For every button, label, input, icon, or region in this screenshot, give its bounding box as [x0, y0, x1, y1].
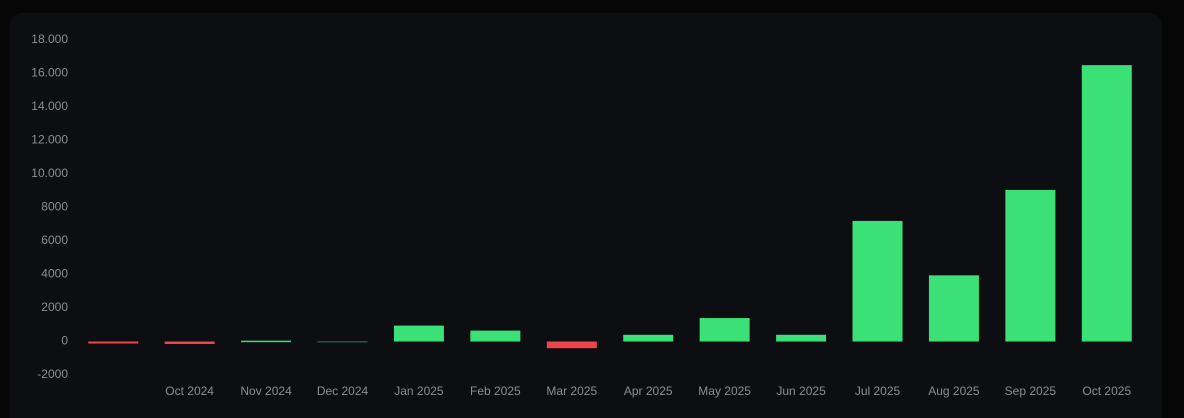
y-tick-label: 2000	[41, 300, 68, 314]
x-tick-label: Oct 2024	[165, 384, 214, 398]
bar	[88, 341, 139, 344]
x-tick-label: Mar 2025	[546, 384, 597, 398]
x-tick-label: Jan 2025	[394, 384, 444, 398]
bar	[1005, 189, 1056, 342]
y-tick-label: 18.000	[31, 32, 68, 46]
y-tick-label: 16.000	[31, 66, 68, 80]
x-tick-label: Aug 2025	[928, 384, 980, 398]
y-tick-label: 14.000	[31, 99, 68, 113]
y-tick-label: 10.000	[31, 166, 68, 180]
bar	[852, 220, 903, 342]
x-tick-label: Oct 2025	[1082, 384, 1131, 398]
y-tick-label: 0	[61, 334, 68, 348]
x-tick-label: Jun 2025	[776, 384, 826, 398]
y-tick-label: 4000	[41, 267, 68, 281]
x-tick-label: Jul 2025	[855, 384, 901, 398]
bar	[470, 330, 521, 342]
y-tick-label: 8000	[41, 200, 68, 214]
x-tick-label: May 2025	[698, 384, 751, 398]
x-tick-label: Dec 2024	[317, 384, 369, 398]
bar	[1081, 65, 1132, 342]
bar	[164, 341, 215, 345]
y-tick-label: -2000	[37, 367, 68, 381]
x-tick-label: Feb 2025	[470, 384, 521, 398]
y-tick-label: 6000	[41, 233, 68, 247]
bar	[317, 340, 368, 343]
bar	[393, 325, 444, 342]
bar	[241, 340, 292, 343]
x-tick-label: Apr 2025	[624, 384, 673, 398]
bar	[546, 341, 597, 349]
y-tick-label: 12.000	[31, 133, 68, 147]
bar	[776, 334, 827, 342]
bar	[699, 318, 750, 342]
x-tick-label: Sep 2025	[1005, 384, 1057, 398]
x-tick-label: Nov 2024	[240, 384, 292, 398]
card	[10, 13, 1162, 418]
bar	[928, 275, 979, 342]
bar	[623, 334, 674, 342]
